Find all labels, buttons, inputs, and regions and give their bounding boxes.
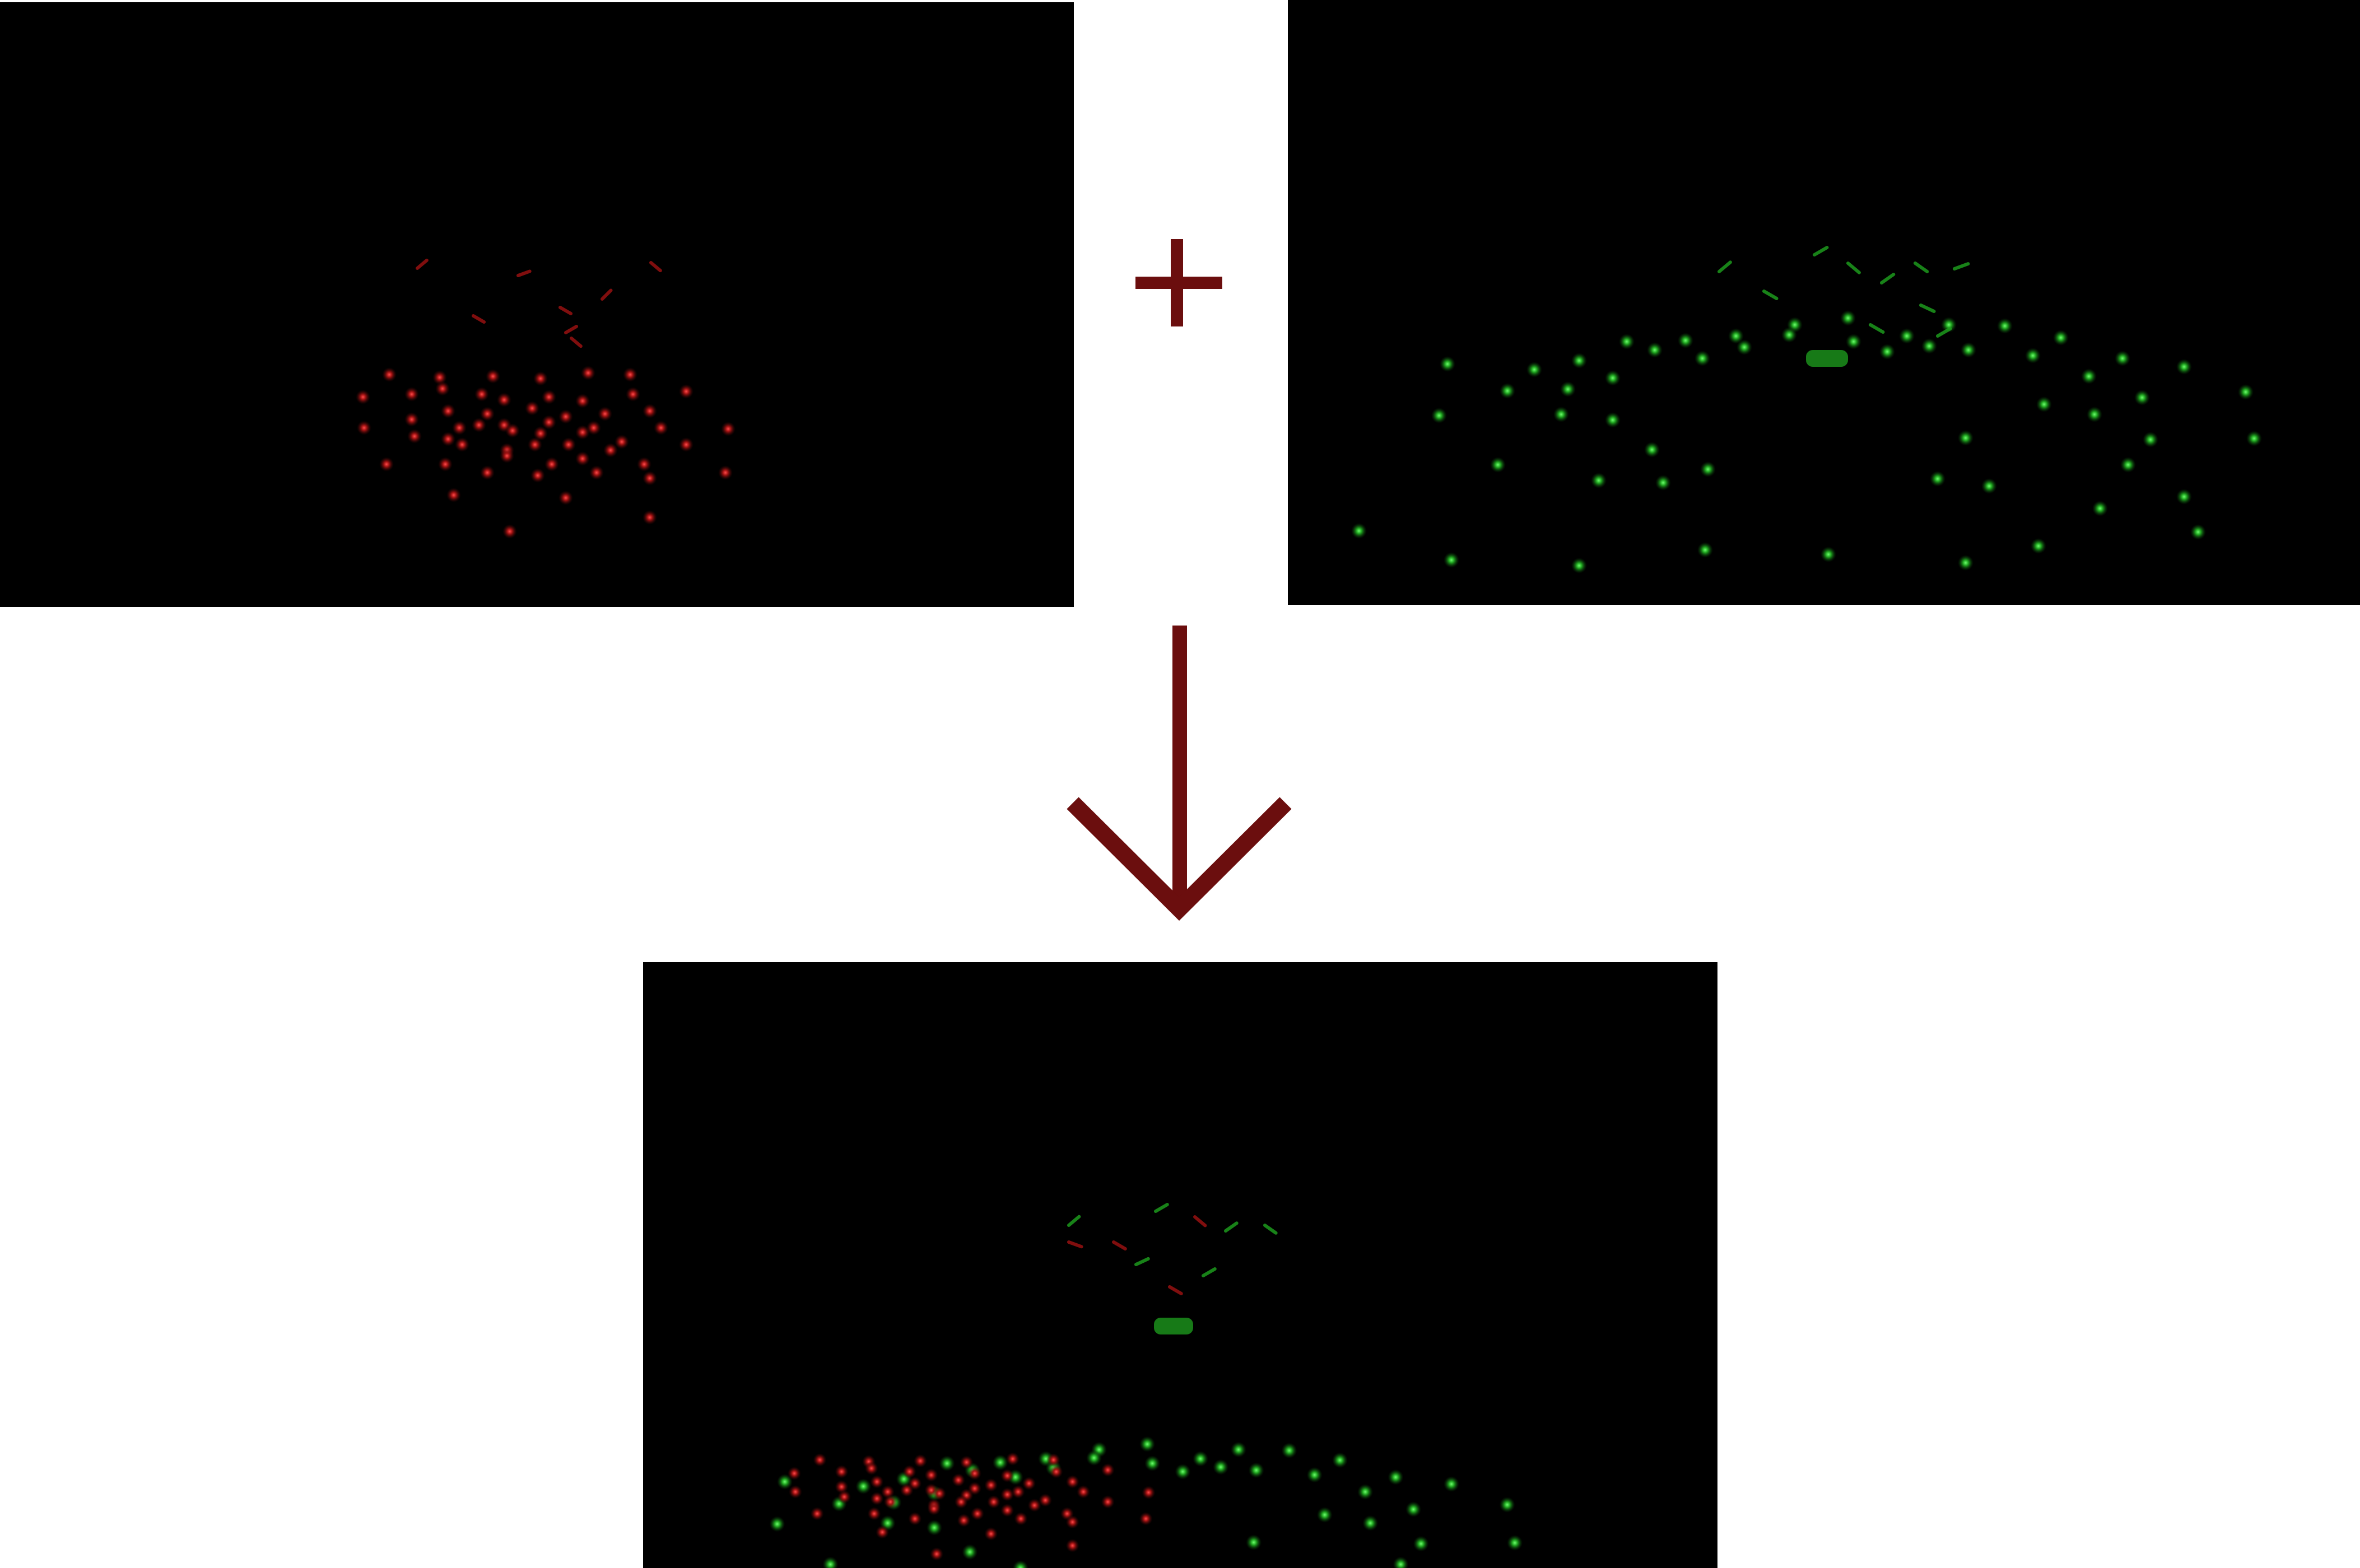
arrow-down-icon bbox=[1073, 626, 1286, 909]
plus-icon bbox=[1135, 239, 1222, 326]
